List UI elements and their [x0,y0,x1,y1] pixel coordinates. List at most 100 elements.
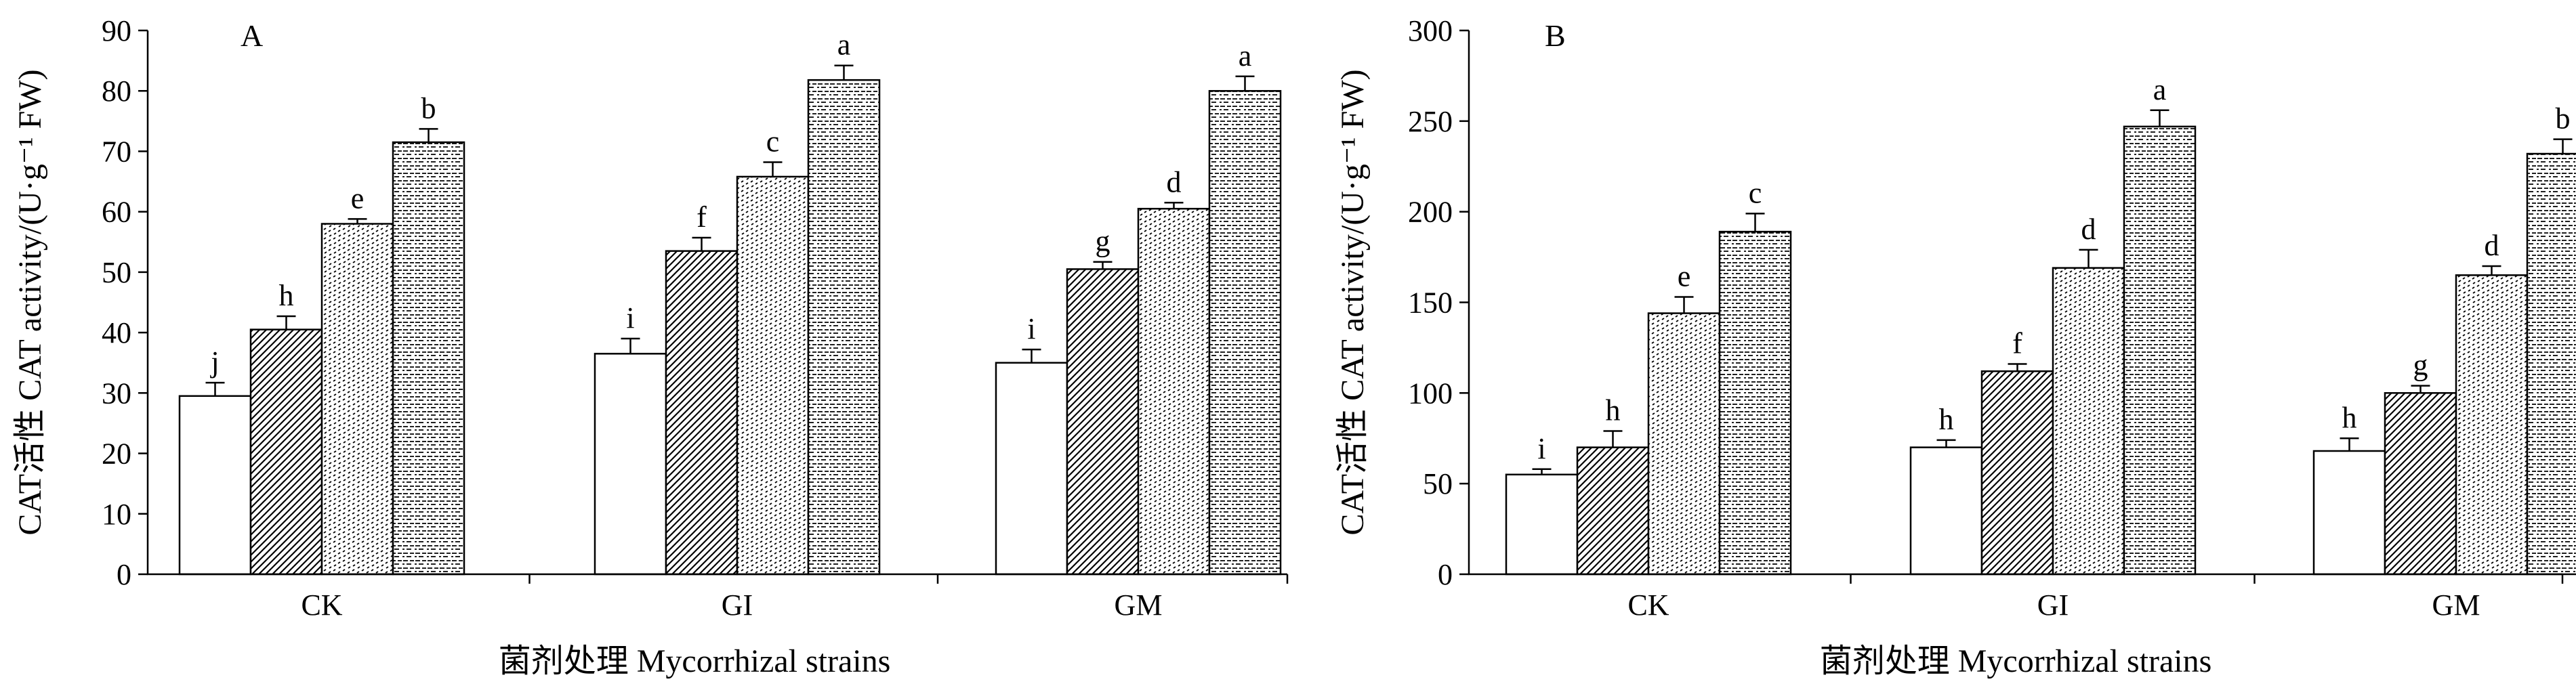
y-tick-label: 150 [1408,286,1453,320]
bar-gi-s3 [2052,267,2125,576]
bar-gi-s3 [736,175,810,576]
y-tick-label: 10 [102,498,131,531]
error-bar [763,161,783,177]
bar-gi-s4 [807,79,881,576]
error-bar [1235,75,1255,91]
bar-gm-s2 [1066,268,1140,576]
bar-ck-s2 [1576,446,1650,576]
bar-gi-s1 [594,353,667,576]
x-category-label: CK [1627,588,1669,622]
error-bar [2411,385,2430,393]
bar-gm-s3 [1137,207,1211,576]
error-bar [1022,348,1041,363]
significance-label: e [1678,259,1691,293]
error-bar [2079,249,2098,268]
significance-label: c [766,125,780,158]
error-bar [1603,430,1623,448]
significance-label: h [2342,401,2357,434]
y-axis-title: CAT活性 CAT activity/(U·g⁻¹ FW) [12,69,48,535]
significance-label: h [279,279,294,312]
significance-label: f [2012,327,2022,360]
bar-ck-s3 [320,223,394,576]
significance-label: g [2413,349,2428,382]
panel-label: B [1545,18,1566,53]
error-bar [834,64,854,81]
error-bar [348,218,367,224]
bar-ck-s3 [1647,312,1721,576]
bar-gi-s1 [1909,446,1983,576]
bar-ck-s4 [392,141,465,576]
significance-label: i [1537,432,1545,465]
error-bar [1936,439,1956,448]
panel-a-chart: Aj i i h f g e c d b a a 0 10 20 30 40 50 60 70 80 90 CK GI GM 菌剂… [12,14,1289,679]
y-tick-label: 50 [1423,467,1453,500]
bar-gm-s3 [2455,274,2529,576]
y-tick-label: 20 [102,437,131,471]
error-bar [2553,138,2573,154]
significance-label: h [1606,394,1621,427]
bar-gm-s1 [2312,450,2386,576]
y-tick-label: 60 [102,196,131,229]
bar-ck-s1 [178,395,252,576]
error-bar [621,337,640,354]
significance-label: a [837,28,851,62]
x-category-label: GM [1115,588,1163,622]
significance-label: c [1749,176,1762,209]
bar-gm-s1 [995,362,1068,576]
x-axis-title: 菌剂处理 Mycorrhizal strains [1820,643,2212,679]
y-tick-label: 50 [102,256,131,289]
y-tick-label: 90 [102,14,131,47]
error-bar [205,381,225,396]
error-bar [2150,109,2169,127]
y-tick-label: 30 [102,377,131,410]
error-bar [1164,202,1184,209]
y-tick-label: 200 [1408,196,1453,229]
x-category-label: GM [2432,588,2480,622]
y-tick-label: 80 [102,74,131,108]
significance-label: h [1939,403,1954,436]
bar-gm-s4 [2526,152,2576,576]
significance-label: d [1167,165,1182,198]
x-category-label: GI [722,588,753,622]
error-bar [692,236,711,251]
significance-label: g [1096,225,1110,258]
bar-gi-s2 [1980,370,2054,576]
error-bar [1093,261,1113,270]
significance-label: a [2153,73,2167,106]
y-tick-label: 300 [1408,14,1453,47]
bar-gm-s2 [2384,392,2457,576]
error-bar [419,128,438,143]
error-bar [276,315,296,330]
bar-gm-s4 [1208,89,1282,576]
error-bar [2008,363,2027,372]
bar-ck-s1 [1505,473,1579,576]
y-tick-label: 0 [117,558,131,591]
y-tick-label: 70 [102,135,131,168]
significance-label: b [421,91,436,125]
y-tick-label: 40 [102,316,131,349]
y-tick-label: 100 [1408,377,1453,410]
bar-gi-s4 [2123,125,2197,576]
bar-gi-s2 [665,250,739,576]
bar-ck-s4 [1718,230,1792,576]
error-bar [1532,468,1552,475]
bar-ck-s2 [249,328,323,576]
significance-label: e [351,181,365,215]
significance-label: i [626,301,634,335]
significance-label: a [1239,39,1252,72]
significance-label: b [2556,102,2571,135]
y-tick-label: 250 [1408,105,1453,138]
error-bar [1674,296,1694,314]
significance-label: d [2081,213,2096,246]
panel-b-chart: Bi h h h f g e d d c a b 0 50 100 150 200 250 300 CK GI GM 菌剂处… [1335,14,2576,679]
significance-label: f [697,200,707,234]
y-axis-title: CAT活性 CAT activity/(U·g⁻¹ FW) [1335,69,1371,535]
x-axis-title: 菌剂处理 Mycorrhizal strains [499,643,891,679]
error-bar [1745,213,1765,232]
x-category-label: CK [301,588,342,622]
panel-label: A [241,18,263,53]
significance-label: j [209,345,219,379]
y-tick-label: 0 [1438,558,1453,591]
significance-label: d [2485,229,2499,262]
